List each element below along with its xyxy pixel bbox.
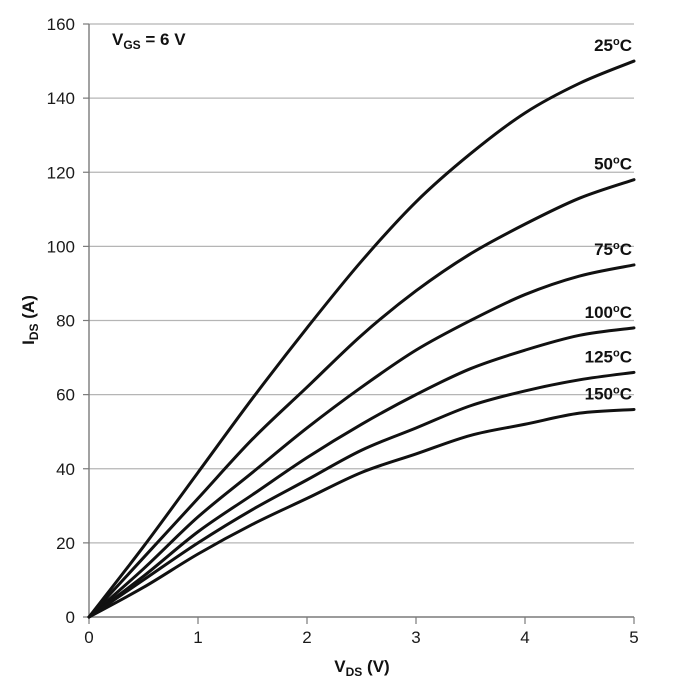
series-label-150c: 150oC [585,384,632,403]
condition-annotation: VGS = 6 V [112,30,186,52]
series-line-100c [87,326,636,619]
series-labels: 25oC 50oC 75oC 100oC 125oC 150oC [585,36,632,403]
series-line-150c [87,407,636,619]
x-tick-label-5: 5 [629,628,638,647]
y-tick-label-120: 120 [47,163,75,182]
series-curves [87,59,636,619]
y-tick-label-60: 60 [56,386,75,405]
series-label-50c: 50oC [594,155,632,174]
series-line-25c [87,59,636,619]
series-label-75c: 75oC [594,240,632,259]
y-tick-label-160: 160 [47,15,75,34]
series-label-100c: 100oC [585,303,632,322]
series-label-25c: 25oC [594,36,632,55]
x-tick-label-2: 2 [302,628,311,647]
x-tick-label-3: 3 [411,628,420,647]
series-label-125c: 125oC [585,347,632,366]
grid-lines [89,23,634,544]
y-tick-label-0: 0 [66,608,75,627]
x-tick-label-4: 4 [520,628,529,647]
x-tick-label-0: 0 [84,628,93,647]
y-tick-label-40: 40 [56,460,75,479]
x-axis-title: VDS (V) [334,657,389,679]
x-tick-labels: 0 1 2 3 4 5 [84,617,639,647]
y-tick-labels: 0 20 40 60 80 100 120 140 160 [47,15,89,627]
series-line-75c [87,263,636,619]
y-tick-label-20: 20 [56,534,75,553]
series-line-125c [87,370,636,619]
series-line-50c [87,178,636,619]
y-tick-label-80: 80 [56,312,75,331]
y-tick-label-100: 100 [47,237,75,256]
y-axis-title: IDS (A) [19,295,41,345]
y-tick-label-140: 140 [47,89,75,108]
x-tick-label-1: 1 [193,628,202,647]
